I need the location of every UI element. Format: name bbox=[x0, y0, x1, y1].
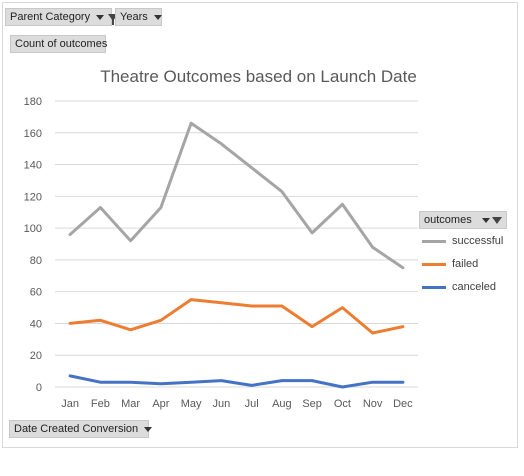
y-tick-label: 20 bbox=[30, 350, 42, 362]
chevron-down-icon bbox=[482, 217, 490, 223]
series-line-canceled bbox=[68, 374, 405, 389]
y-tick-label: 140 bbox=[24, 160, 42, 172]
y-tick-label: 160 bbox=[24, 128, 42, 140]
chevron-down-icon bbox=[153, 14, 162, 20]
x-tick-label: Jun bbox=[213, 398, 231, 410]
chevron-down-icon bbox=[144, 426, 153, 432]
legend-item-failed: failed bbox=[422, 257, 478, 271]
x-tick-label: Nov bbox=[363, 398, 383, 410]
x-tick-label: May bbox=[181, 398, 202, 410]
y-tick-label: 40 bbox=[30, 318, 42, 330]
filter-funnel-icon bbox=[492, 216, 502, 224]
y-tick-label: 100 bbox=[24, 223, 42, 235]
x-tick-label: Feb bbox=[91, 398, 110, 410]
y-tick-label: 60 bbox=[30, 287, 42, 299]
legend-item-canceled: canceled bbox=[422, 280, 496, 294]
y-tick-label: 80 bbox=[30, 255, 42, 267]
y-tick-label: 180 bbox=[24, 96, 42, 108]
axis-field-label: Date Created Conversion bbox=[14, 423, 139, 435]
chart-title: Theatre Outcomes based on Launch Date bbox=[100, 67, 417, 86]
x-tick-label: Mar bbox=[121, 398, 140, 410]
y-tick-label: 0 bbox=[36, 382, 42, 394]
parent-category-filter-button[interactable]: Parent Category bbox=[5, 8, 119, 26]
legend-label-failed: failed bbox=[452, 258, 479, 270]
legend-field-button[interactable]: outcomes bbox=[419, 211, 507, 229]
values-field-button[interactable]: Count of outcomes bbox=[10, 35, 108, 53]
x-tick-label: Jul bbox=[245, 398, 259, 410]
legend-swatch-canceled bbox=[422, 285, 446, 289]
y-tick-label: 120 bbox=[24, 191, 42, 203]
series-line-failed bbox=[68, 298, 405, 335]
legend-label-canceled: canceled bbox=[452, 281, 497, 293]
series-line-successful bbox=[68, 121, 405, 270]
legend-swatch-failed bbox=[422, 262, 446, 266]
legend-label-successful: successful bbox=[452, 235, 504, 247]
x-tick-label: Aug bbox=[272, 398, 292, 410]
years-filter-button[interactable]: Years bbox=[115, 8, 162, 26]
x-tick-label: Apr bbox=[152, 398, 169, 410]
filter-funnel-icon bbox=[108, 13, 119, 25]
axis-field-button[interactable]: Date Created Conversion bbox=[9, 420, 153, 438]
values-field-label: Count of outcomes bbox=[15, 38, 108, 50]
x-tick-label: Dec bbox=[393, 398, 413, 410]
years-label: Years bbox=[120, 11, 148, 23]
x-tick-label: Sep bbox=[302, 398, 322, 410]
x-tick-label: Jan bbox=[61, 398, 79, 410]
x-tick-label: Oct bbox=[334, 398, 351, 410]
legend-field-label: outcomes bbox=[424, 214, 472, 226]
chevron-down-icon bbox=[96, 14, 105, 20]
legend-item-successful: successful bbox=[422, 234, 503, 248]
legend-swatch-successful bbox=[422, 239, 446, 243]
parent-category-label: Parent Category bbox=[10, 11, 91, 23]
